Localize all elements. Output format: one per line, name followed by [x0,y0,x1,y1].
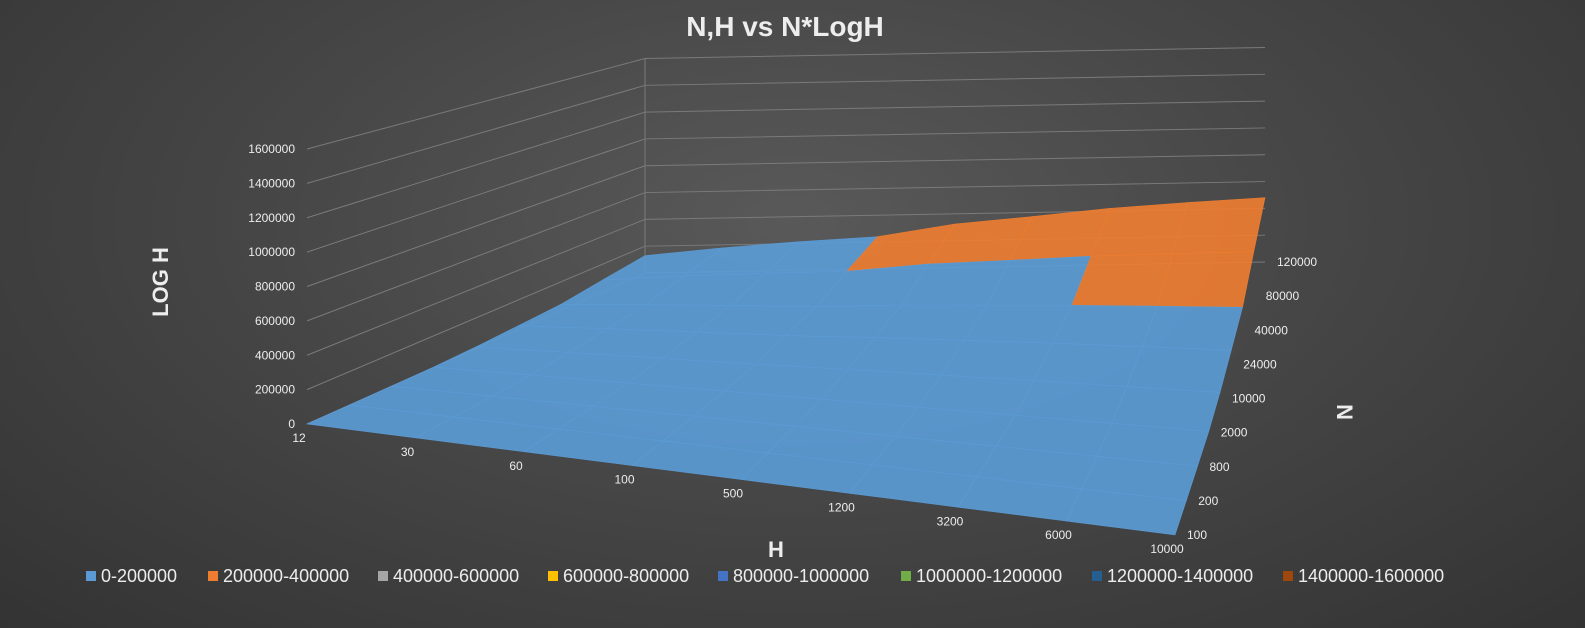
z-tick-label: 1000000 [248,245,295,259]
legend-label: 1400000-1600000 [1298,566,1444,586]
surface-cell [1052,304,1158,347]
legend-swatch [378,571,388,581]
z-axis-title: LOG H [148,247,173,317]
z-tick-label: 400000 [255,348,295,362]
surface-bands [305,197,1266,536]
x-tick-label: 10000 [1150,542,1184,556]
y-tick-label: 80000 [1266,289,1300,303]
legend-label: 800000-1000000 [733,566,869,586]
y-axis-title: N [1332,404,1357,420]
legend-label: 200000-400000 [223,566,349,586]
y-tick-label: 2000 [1221,426,1248,440]
legend-swatch [208,571,218,581]
x-tick-label: 1200 [828,500,855,514]
y-tick-label: 120000 [1277,255,1317,269]
legend-label: 0-200000 [101,566,177,586]
z-tick-label: 800000 [255,280,295,294]
z-tick-label: 0 [288,417,295,431]
y-tick-label: 40000 [1255,323,1289,337]
surface-cell [1156,251,1255,308]
legend-swatch [1283,571,1293,581]
legend-swatch [86,571,96,581]
z-tick-label: 1600000 [248,142,295,156]
z-tick-label: 1400000 [248,176,295,190]
x-tick-label: 3200 [937,514,964,528]
chart-title: N,H vs N*LogH [686,11,884,42]
z-tick-label: 1200000 [248,211,295,225]
y-tick-label: 100 [1187,528,1207,542]
surface-cell [1033,342,1143,387]
legend-swatch [901,571,911,581]
y-tick-label: 800 [1210,460,1230,474]
x-tick-label: 30 [401,445,415,459]
x-axis-title: H [768,537,784,562]
z-tick-label: 200000 [255,383,295,397]
legend: 0-200000 200000-400000 400000-600000 600000… [86,566,1444,586]
legend-label: 1200000-1400000 [1107,566,1253,586]
legend-swatch [1092,571,1102,581]
legend-label: 1000000-1200000 [916,566,1062,586]
surface-cell [1171,197,1266,254]
z-tick-label: 600000 [255,314,295,328]
surface-cell [1066,488,1187,536]
x-tick-label: 6000 [1045,528,1072,542]
gridline [306,100,1266,219]
legend-swatch [718,571,728,581]
surface-cell [1141,305,1243,351]
legend-swatch [548,571,558,581]
y-tick-label: 10000 [1232,392,1266,406]
x-tick-label: 100 [614,473,634,487]
y-tick-label: 24000 [1243,357,1277,371]
axis-ticks: 0 200000 400000 600000 800000 1000000 1200000 1… [248,142,1317,556]
back-walls [306,47,1266,425]
y-tick-label: 200 [1198,494,1218,508]
x-tick-label: 60 [509,459,523,473]
gridline [306,73,1266,184]
gridline [306,47,1266,150]
legend-label: 600000-800000 [563,566,689,586]
surface-cell [1126,346,1232,393]
x-tick-label: 500 [723,487,743,501]
x-tick-label: 12 [292,431,306,445]
legend-label: 400000-600000 [393,566,519,586]
